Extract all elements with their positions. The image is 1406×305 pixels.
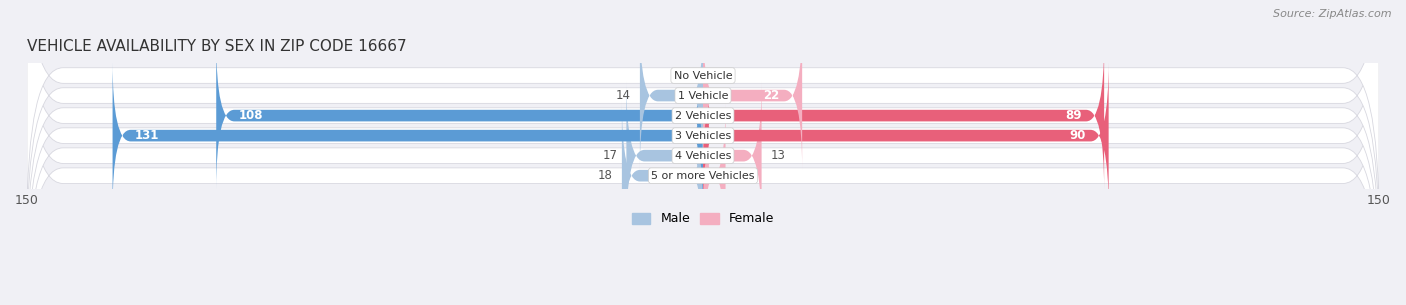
FancyBboxPatch shape [703,81,762,230]
Text: 14: 14 [616,89,631,102]
Text: 0: 0 [717,69,724,82]
Text: 17: 17 [602,149,617,162]
Text: 2 Vehicles: 2 Vehicles [675,111,731,120]
Text: 0: 0 [682,69,689,82]
FancyBboxPatch shape [703,61,1109,210]
Text: 131: 131 [135,129,159,142]
FancyBboxPatch shape [703,41,1104,190]
Text: 108: 108 [239,109,263,122]
FancyBboxPatch shape [217,41,703,190]
Legend: Male, Female: Male, Female [627,207,779,230]
Text: 5 or more Vehicles: 5 or more Vehicles [651,171,755,181]
Text: 89: 89 [1066,109,1081,122]
Text: 18: 18 [598,169,613,182]
FancyBboxPatch shape [703,21,803,170]
FancyBboxPatch shape [640,21,703,170]
FancyBboxPatch shape [627,81,703,230]
Text: 90: 90 [1070,129,1085,142]
FancyBboxPatch shape [621,101,703,250]
Text: VEHICLE AVAILABILITY BY SEX IN ZIP CODE 16667: VEHICLE AVAILABILITY BY SEX IN ZIP CODE … [27,39,406,54]
FancyBboxPatch shape [27,0,1379,268]
Text: Source: ZipAtlas.com: Source: ZipAtlas.com [1274,9,1392,19]
FancyBboxPatch shape [27,23,1379,305]
Text: 13: 13 [770,149,786,162]
Text: No Vehicle: No Vehicle [673,70,733,81]
Text: 4 Vehicles: 4 Vehicles [675,151,731,161]
FancyBboxPatch shape [27,0,1379,228]
FancyBboxPatch shape [27,0,1379,248]
FancyBboxPatch shape [27,0,1379,288]
FancyBboxPatch shape [703,101,725,250]
FancyBboxPatch shape [27,3,1379,305]
FancyBboxPatch shape [112,61,703,210]
Text: 1 Vehicle: 1 Vehicle [678,91,728,101]
Text: 3 Vehicles: 3 Vehicles [675,131,731,141]
Text: 22: 22 [763,89,779,102]
Text: 5: 5 [734,169,742,182]
